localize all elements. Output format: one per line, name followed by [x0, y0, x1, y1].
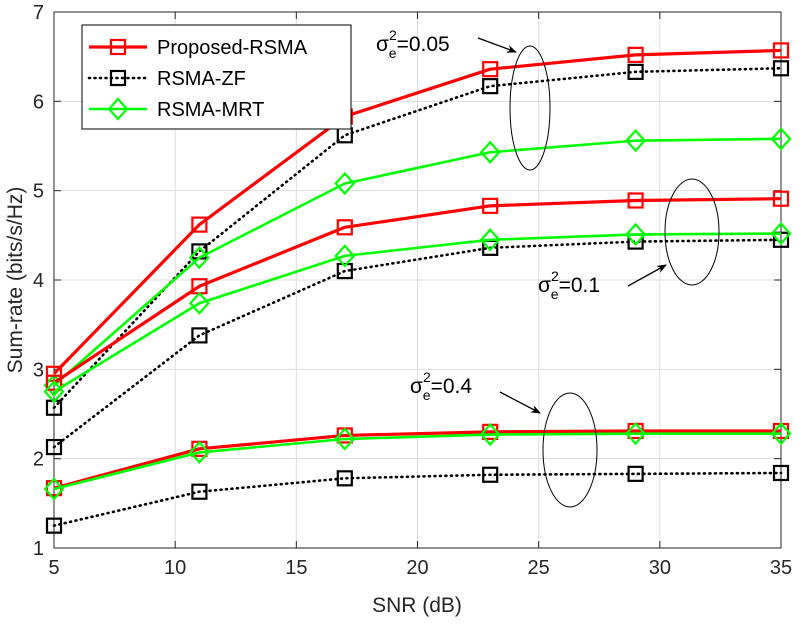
data-point: [482, 466, 499, 483]
x-tick-label: 15: [285, 557, 307, 579]
data-point: [334, 171, 356, 196]
legend-label-proposed-rsma: Proposed-RSMA: [157, 37, 308, 59]
data-point: [336, 470, 353, 487]
data-point: [479, 228, 501, 252]
series-layer: [43, 42, 792, 534]
data-point: [627, 63, 644, 80]
data-point: [45, 438, 63, 456]
data-point: [191, 216, 208, 233]
data-point: [482, 197, 499, 214]
y-tick-label: 5: [33, 181, 44, 203]
x-tick-label: 25: [528, 557, 550, 579]
legend-entry-rsma-mrt: RSMA-MRT: [89, 97, 264, 121]
annotation-ellipse-0.4: [542, 392, 598, 508]
y-axis-label: Sum-rate (bits/s/Hz): [4, 187, 27, 374]
data-point: [772, 464, 790, 482]
y-tick-label: 6: [33, 91, 44, 113]
series-line: [53, 232, 782, 393]
data-point: [334, 427, 356, 451]
legend-marker-rsma-zf: [109, 69, 127, 87]
series-line: [53, 432, 781, 491]
annotation-arrow-0.1: [627, 264, 667, 287]
annotation-arrow-0.4: [499, 391, 541, 414]
x-axis-label: SNR (dB): [372, 594, 462, 617]
data-point: [479, 140, 501, 164]
data-point: [482, 78, 499, 95]
annotations: [477, 37, 720, 508]
series-line: [53, 197, 782, 385]
legend-entry-rsma-zf: RSMA-ZF: [87, 68, 246, 90]
axis-ticks: 5 10 15 20 25 30 35 1 2 3 4 5 6 7: [33, 2, 792, 579]
series-line: [53, 137, 782, 387]
x-tick-label: 5: [48, 557, 59, 579]
series-8: [43, 422, 792, 501]
data-point: [334, 244, 356, 268]
series-7: [45, 464, 790, 534]
annotation-ellipse-0.05: [509, 45, 551, 171]
legend-label-rsma-mrt: RSMA-MRT: [157, 99, 264, 121]
legend-label-rsma-zf: RSMA-ZF: [157, 68, 246, 90]
annotation-label-0.05: σ2 e=0.05: [376, 27, 450, 61]
legend-marker-proposed-rsma: [109, 38, 127, 56]
data-point: [625, 222, 647, 247]
data-point: [770, 127, 792, 151]
data-point: [191, 483, 208, 500]
series-line: [52, 471, 783, 527]
data-point: [772, 60, 790, 77]
data-point: [627, 46, 644, 63]
data-point: [482, 61, 499, 78]
data-point: [625, 422, 647, 446]
x-tick-label: 10: [164, 557, 186, 579]
y-tick-label: 4: [33, 270, 44, 292]
series-line: [52, 48, 782, 375]
y-tick-label: 7: [33, 2, 44, 24]
annotation-ellipse-0.1: [664, 178, 720, 286]
x-tick-label: 20: [406, 557, 428, 579]
data-point: [627, 465, 644, 482]
legend: Proposed-RSMA RSMA-ZF RSMA-MRT: [81, 24, 352, 130]
legend-entry-proposed-rsma: Proposed-RSMA: [89, 37, 308, 59]
series-2: [43, 127, 792, 398]
annotation-label-0.1: σ2 e=0.1: [538, 268, 600, 302]
y-tick-label: 3: [33, 359, 44, 381]
data-point: [627, 192, 644, 209]
y-tick-label: 2: [33, 449, 44, 471]
series-line: [52, 238, 783, 449]
data-point: [336, 219, 353, 236]
data-point: [188, 291, 210, 315]
series-3: [45, 190, 790, 391]
data-point: [191, 327, 208, 344]
data-point: [772, 190, 790, 207]
data-point: [479, 422, 501, 447]
y-tick-label: 1: [33, 538, 44, 560]
data-point: [188, 246, 210, 270]
x-tick-label: 35: [770, 557, 792, 579]
data-point: [188, 440, 210, 465]
data-point: [43, 380, 65, 404]
annotation-arrow-0.05: [477, 37, 517, 53]
data-point: [772, 231, 790, 248]
data-point: [625, 128, 647, 153]
data-point: [336, 262, 353, 280]
series-5: [43, 221, 792, 404]
data-point: [45, 517, 63, 534]
data-point: [45, 374, 63, 391]
legend-marker-rsma-mrt: [107, 97, 129, 121]
data-point: [770, 422, 792, 446]
data-point: [770, 221, 792, 246]
annotation-label-0.4: σ2 e=0.4: [410, 369, 472, 403]
series-line: [53, 429, 781, 490]
x-tick-label: 30: [649, 557, 671, 579]
data-point: [772, 42, 790, 59]
data-point: [43, 477, 65, 501]
